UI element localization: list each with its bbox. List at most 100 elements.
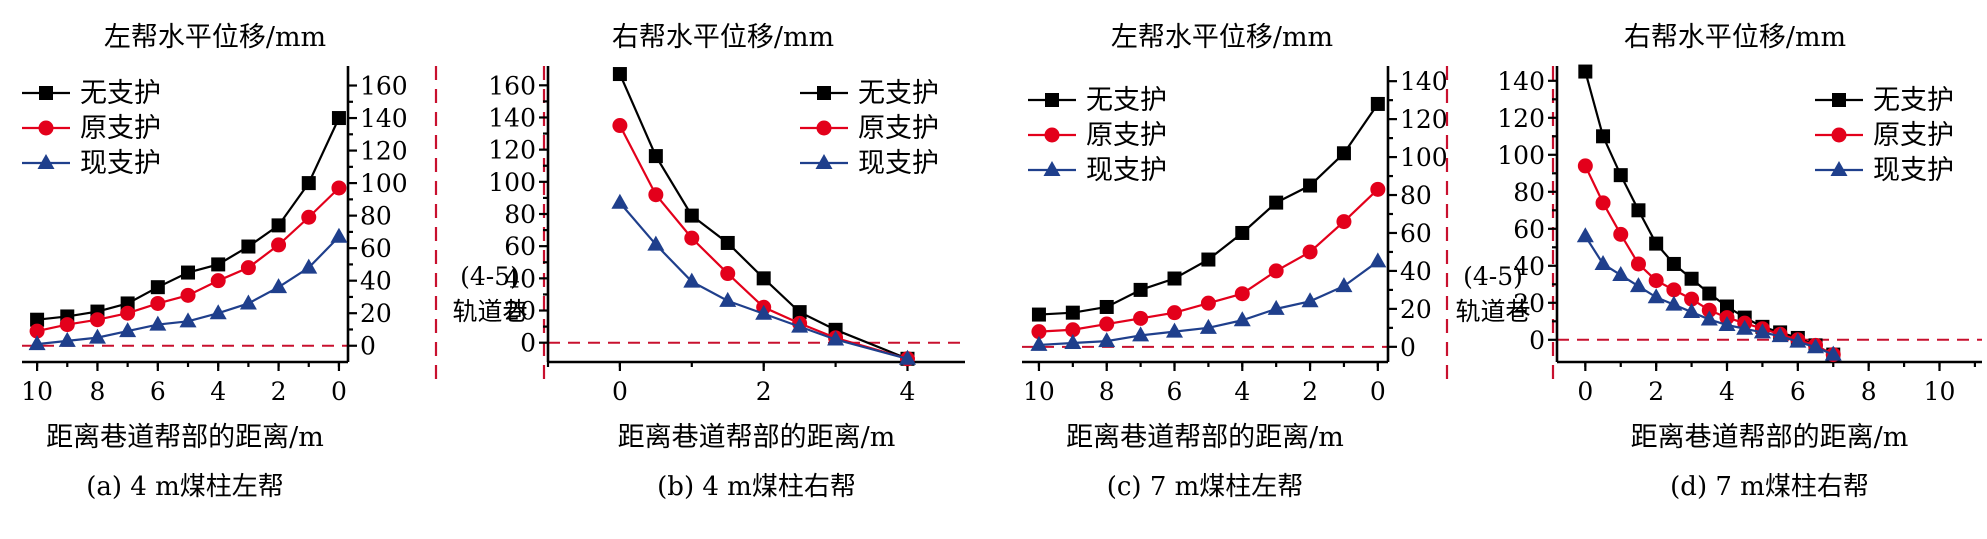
y-tick-label: 20	[504, 297, 536, 326]
data-point	[1200, 295, 1216, 311]
y-tick-label: 40	[1513, 252, 1545, 281]
data-point	[119, 322, 137, 338]
y-tick-label: 100	[488, 168, 536, 197]
data-point	[1335, 277, 1353, 293]
data-point	[330, 227, 348, 243]
data-point	[1736, 319, 1754, 335]
legend-label: 无支护	[1086, 85, 1167, 116]
data-point	[240, 260, 256, 276]
legend-label: 原支护	[80, 113, 161, 144]
data-point	[683, 272, 701, 288]
data-point	[1771, 327, 1789, 343]
data-point	[271, 218, 286, 233]
data-point	[1370, 181, 1386, 197]
y-tick-label: 60	[504, 232, 536, 261]
data-point	[1684, 291, 1700, 307]
legend-label: 无支护	[858, 78, 939, 109]
data-point	[898, 349, 916, 365]
data-point	[720, 235, 735, 250]
legend-marker	[815, 154, 833, 169]
data-point	[120, 305, 136, 321]
y-tick-label: 140	[1400, 67, 1448, 96]
data-point	[29, 323, 45, 339]
legend-label: 无支护	[1873, 85, 1954, 116]
y-tick-label: 20	[1513, 289, 1545, 318]
chart-panel-c: 10 8 6 4 2 0020406080100120140左帮水平位移/mm距离巷道帮部…	[1022, 22, 1448, 502]
x-tick-label: 6	[150, 377, 166, 406]
roadway-label-line2: 轨道巷	[1455, 297, 1530, 326]
data-point	[180, 287, 196, 303]
y-tick-label: 160	[488, 71, 536, 100]
chart-title: 左帮水平位移/mm	[1111, 22, 1333, 53]
data-point	[1594, 254, 1612, 270]
series-line	[619, 202, 908, 360]
data-point	[1700, 310, 1718, 326]
x-tick-label: 2	[1302, 377, 1318, 406]
data-point	[684, 208, 699, 223]
y-tick-label: 120	[360, 137, 408, 166]
data-point	[1595, 195, 1611, 211]
legend-marker	[1830, 161, 1848, 176]
legend-label: 现支护	[80, 148, 161, 179]
y-tick-label: 40	[360, 267, 392, 296]
chart-panel-a: 10 8 6 4 2 0020406080100120140160左帮水平位移/mm距离巷…	[21, 22, 408, 502]
data-point	[1753, 323, 1771, 339]
data-point	[1824, 345, 1842, 361]
data-point	[1630, 256, 1646, 272]
data-point	[648, 149, 663, 164]
data-point	[1133, 282, 1148, 297]
data-point	[1233, 311, 1251, 327]
data-point	[1132, 326, 1150, 342]
data-point	[1234, 286, 1250, 302]
legend-marker	[816, 120, 832, 136]
x-axis-label: 距离巷道帮部的距离/m	[46, 422, 324, 453]
x-tick-label: 2	[271, 377, 287, 406]
data-point	[756, 271, 771, 286]
chart-panel-b: 0 2 4020406080100120140160右帮水平位移/mm距离巷道帮部的…	[488, 22, 965, 502]
legend-label: 原支护	[1086, 120, 1167, 151]
legend-label: 现支护	[1873, 155, 1954, 186]
x-tick-label: 2	[756, 377, 772, 406]
data-point	[1702, 286, 1717, 301]
x-tick-label: 0	[1370, 377, 1386, 406]
data-point	[1629, 277, 1647, 293]
roadway-label-line2: 轨道巷	[452, 297, 527, 326]
x-tick-label: 10	[21, 377, 53, 406]
data-point	[1576, 227, 1594, 243]
data-point	[792, 305, 807, 320]
data-point	[719, 291, 737, 307]
data-point	[1303, 178, 1318, 193]
x-tick-label: 8	[1861, 377, 1877, 406]
y-tick-label: 120	[488, 136, 536, 165]
legend-label: 现支护	[858, 148, 939, 179]
panel-caption: (b) 4 m煤柱右帮	[657, 472, 856, 502]
y-tick-label: 120	[1400, 105, 1448, 134]
data-point	[1666, 256, 1681, 271]
data-point	[300, 258, 318, 274]
data-point	[1596, 129, 1611, 144]
data-point	[301, 176, 316, 191]
data-point	[1030, 335, 1048, 351]
data-point	[612, 118, 628, 134]
data-point	[149, 315, 167, 331]
y-tick-label: 120	[1497, 104, 1545, 133]
data-point	[1235, 225, 1250, 240]
data-point	[1199, 318, 1217, 334]
data-point	[1302, 244, 1318, 260]
data-point	[1369, 252, 1387, 268]
x-tick-label: 0	[612, 377, 628, 406]
series-line	[36, 187, 340, 333]
y-tick-label: 0	[1529, 326, 1545, 355]
chart-title: 右帮水平位移/mm	[1624, 22, 1846, 53]
data-point	[89, 312, 105, 328]
data-point	[791, 317, 809, 333]
data-point	[301, 209, 317, 225]
legend-marker	[817, 86, 831, 100]
data-point	[611, 193, 629, 209]
series-line	[1584, 165, 1834, 356]
data-point	[1370, 96, 1385, 111]
data-point	[720, 266, 736, 282]
data-point	[1720, 299, 1734, 314]
data-point	[331, 111, 346, 126]
data-point	[1612, 266, 1630, 282]
